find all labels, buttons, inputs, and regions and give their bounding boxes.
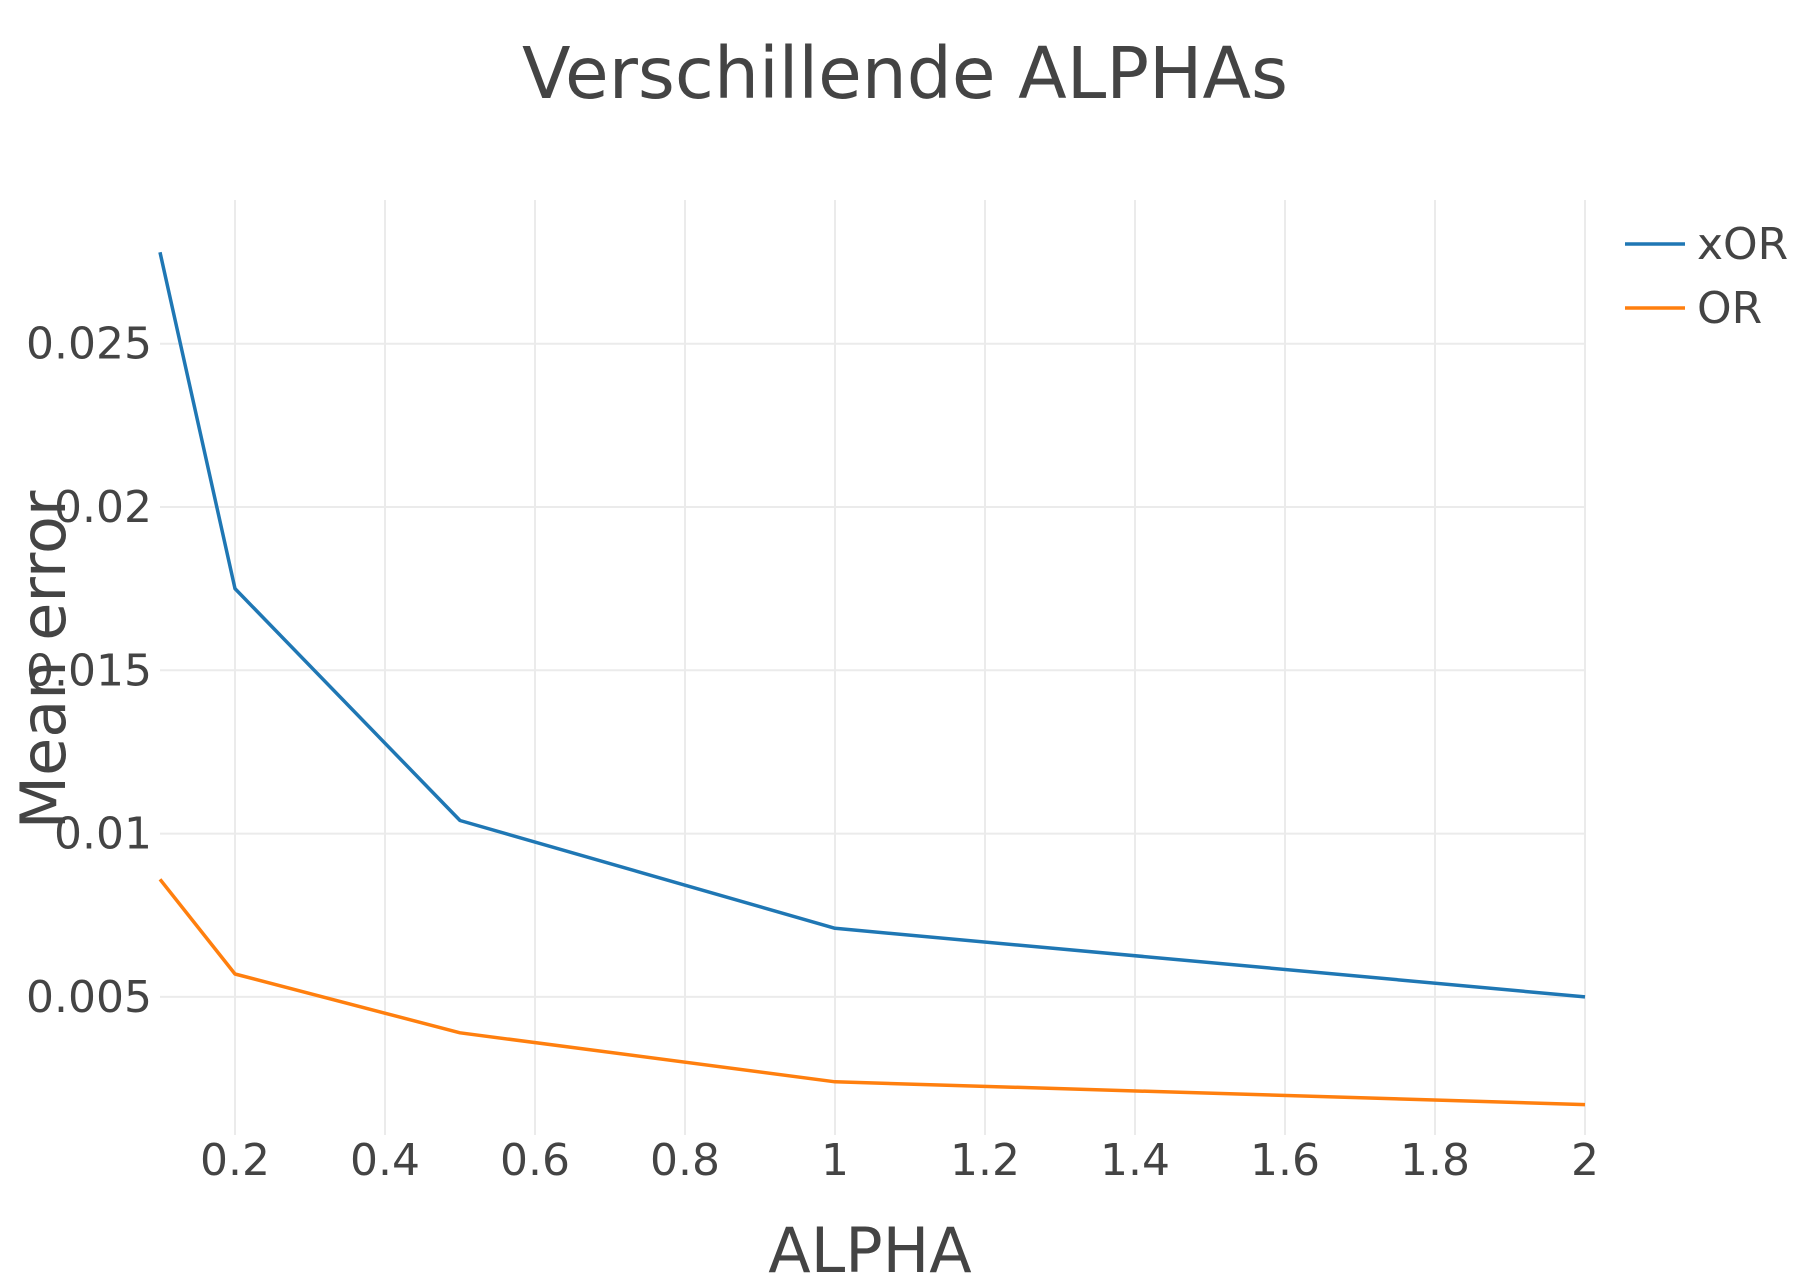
legend-label-xor: xOR <box>1697 219 1788 270</box>
grid <box>160 200 1586 1135</box>
y-tick-label: 0.005 <box>26 972 152 1023</box>
y-tick-label: 0.025 <box>26 319 152 370</box>
x-tick-label: 1.2 <box>950 1135 1020 1186</box>
x-tick-label: 1.6 <box>1250 1135 1320 1186</box>
chart-title: Verschillende ALPHAs <box>522 32 1288 115</box>
legend-label-or: OR <box>1697 283 1762 334</box>
legend: xOR OR <box>1625 219 1788 334</box>
x-tick-label: 0.4 <box>350 1135 420 1186</box>
x-tick-label: 0.6 <box>500 1135 570 1186</box>
y-tick-label: 0.01 <box>54 809 152 860</box>
y-tick-label: 0.015 <box>26 645 152 696</box>
x-axis-title: ALPHA <box>768 1214 971 1284</box>
x-tick-label: 0.8 <box>650 1135 720 1186</box>
x-tick-label: 1.8 <box>1400 1135 1470 1186</box>
y-tick-label: 0.02 <box>54 482 152 533</box>
x-tick-label: 1.4 <box>1100 1135 1170 1186</box>
y-axis-title: Mean error <box>7 490 80 829</box>
series-line-xor <box>158 251 1586 999</box>
x-tick-label: 0.2 <box>200 1135 270 1186</box>
x-tick-label: 1 <box>821 1135 849 1186</box>
y-axis-ticks: 0.005 0.01 0.015 0.02 0.025 <box>26 319 152 1023</box>
x-tick-label: 2 <box>1571 1135 1599 1186</box>
x-axis-ticks: 0.2 0.4 0.6 0.8 1 1.2 1.4 1.6 1.8 2 <box>200 1135 1599 1186</box>
series-lines <box>158 251 1586 1107</box>
series-line-or <box>158 878 1586 1107</box>
